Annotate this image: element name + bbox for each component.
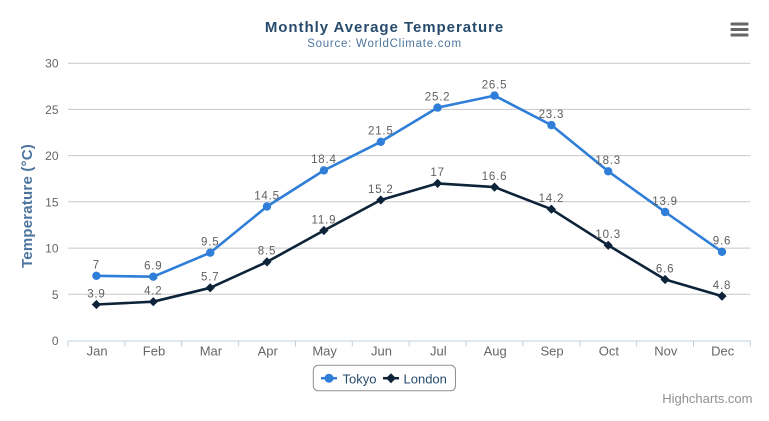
svg-text:Nov: Nov (654, 343, 678, 358)
svg-text:14.5: 14.5 (254, 190, 280, 202)
svg-text:Sep: Sep (541, 343, 564, 358)
svg-text:18.3: 18.3 (595, 155, 621, 167)
svg-text:11.9: 11.9 (312, 214, 337, 226)
svg-text:Jan: Jan (87, 343, 108, 358)
svg-text:16.6: 16.6 (482, 171, 508, 183)
svg-text:0: 0 (52, 334, 59, 348)
svg-text:25: 25 (45, 103, 59, 117)
svg-text:Mar: Mar (200, 343, 223, 358)
svg-text:Oct: Oct (599, 343, 620, 358)
svg-text:9.6: 9.6 (713, 236, 731, 248)
svg-text:Dec: Dec (711, 343, 735, 358)
svg-text:10.3: 10.3 (595, 229, 621, 241)
svg-text:23.3: 23.3 (539, 109, 565, 121)
svg-text:20: 20 (45, 149, 59, 163)
svg-text:Highcharts.com: Highcharts.com (662, 391, 752, 406)
svg-text:4.8: 4.8 (713, 280, 731, 292)
svg-text:30: 30 (45, 57, 59, 71)
svg-text:Jul: Jul (430, 343, 447, 358)
svg-text:13.9: 13.9 (652, 196, 678, 208)
svg-text:10: 10 (45, 242, 59, 256)
svg-text:15.2: 15.2 (368, 184, 394, 196)
svg-text:5.7: 5.7 (201, 272, 219, 284)
svg-text:17: 17 (430, 167, 444, 179)
svg-text:London: London (404, 372, 447, 387)
svg-text:18.4: 18.4 (311, 154, 337, 166)
svg-text:Aug: Aug (484, 343, 507, 358)
svg-text:9.5: 9.5 (201, 237, 219, 249)
svg-text:6.9: 6.9 (144, 261, 162, 273)
svg-text:5: 5 (52, 288, 59, 302)
svg-text:3.9: 3.9 (87, 288, 105, 300)
svg-text:Temperature (°C): Temperature (°C) (19, 144, 36, 268)
svg-text:Source: WorldClimate.com: Source: WorldClimate.com (307, 38, 462, 50)
svg-text:Apr: Apr (258, 343, 279, 358)
svg-text:Jun: Jun (371, 343, 392, 358)
svg-text:8.5: 8.5 (258, 246, 276, 258)
svg-text:May: May (312, 343, 337, 358)
svg-text:Monthly Average Temperature: Monthly Average Temperature (265, 19, 504, 36)
svg-text:4.2: 4.2 (144, 286, 162, 298)
svg-text:14.2: 14.2 (539, 193, 565, 205)
svg-text:15: 15 (45, 195, 59, 209)
svg-text:7: 7 (93, 260, 100, 272)
svg-text:21.5: 21.5 (368, 126, 394, 138)
svg-text:26.5: 26.5 (482, 79, 508, 91)
svg-text:Tokyo: Tokyo (343, 372, 377, 387)
svg-text:6.6: 6.6 (656, 263, 674, 275)
svg-text:Feb: Feb (143, 343, 165, 358)
svg-text:25.2: 25.2 (425, 91, 451, 103)
